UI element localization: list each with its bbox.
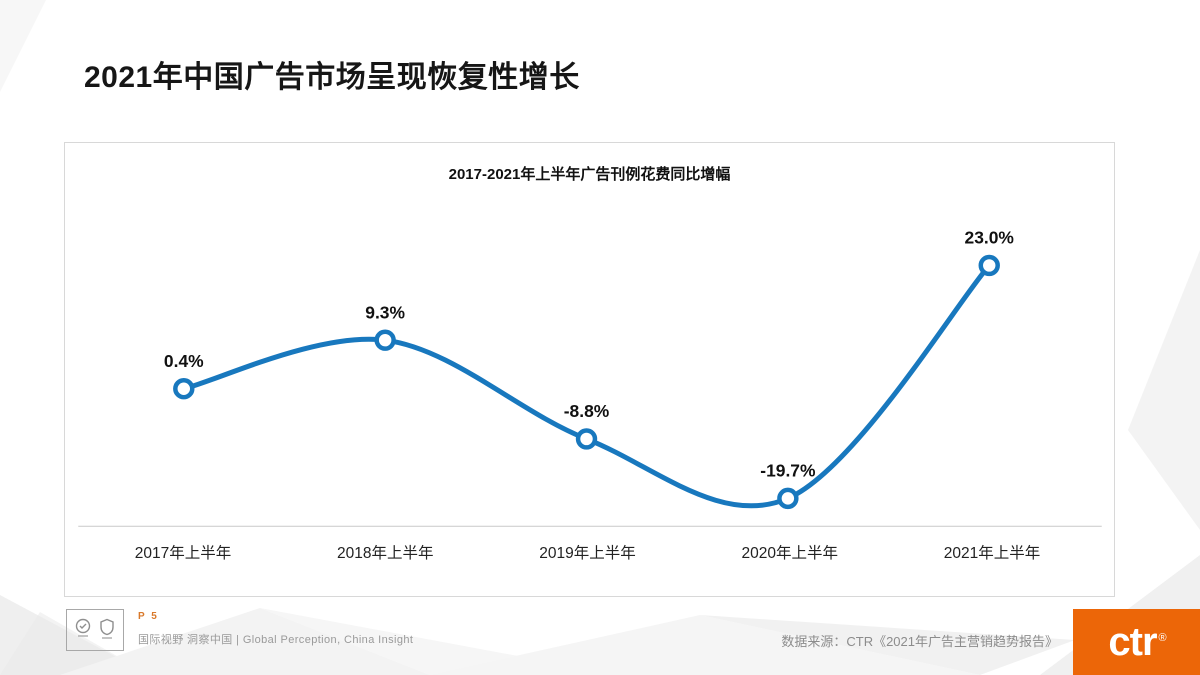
trend-line [181, 262, 992, 509]
data-point-marker [374, 329, 396, 351]
chart-panel: 0.4% 9.3% -8.8% -19.7% 23.0% 2017-2021年上半年广告… [64, 142, 1115, 597]
data-point-marker [173, 378, 195, 400]
bg-polygon [60, 608, 430, 675]
data-label: 23.0% [965, 228, 1015, 248]
ctr-logo-text: ctr [1108, 620, 1157, 664]
certification-seal-icon [75, 618, 90, 637]
data-point-marker [978, 254, 1000, 277]
data-point-marker [777, 487, 799, 510]
data-label: -8.8% [564, 401, 610, 421]
page-title: 2021年中国广告市场呈现恢复性增长 [84, 61, 580, 94]
data-point-marker [575, 428, 598, 450]
footer-tagline: 国际视野 洞察中国 | Global Perception, China Ins… [138, 634, 414, 646]
data-label: 9.3% [365, 302, 405, 322]
ctr-logo: ctr ® [1073, 609, 1200, 675]
data-source: 数据来源：CTR《2021年广告主营销趋势报告》 [781, 634, 1058, 649]
bg-polygon [430, 615, 980, 675]
bg-polygon [700, 615, 1075, 675]
certification-box [66, 609, 124, 651]
line-chart: 0.4% 9.3% -8.8% -19.7% 23.0% [78, 228, 1102, 527]
data-label: 0.4% [164, 351, 204, 371]
bg-polygon [0, 0, 46, 92]
chart-title: 2017-2021年上半年广告刊例花费同比增幅 [448, 166, 731, 183]
bg-polygon [1128, 250, 1200, 530]
page-number: P 5 [138, 611, 159, 622]
data-label: -19.7% [760, 460, 816, 480]
certification-badge-icon [100, 618, 115, 639]
registered-trademark-icon: ® [1158, 632, 1167, 644]
